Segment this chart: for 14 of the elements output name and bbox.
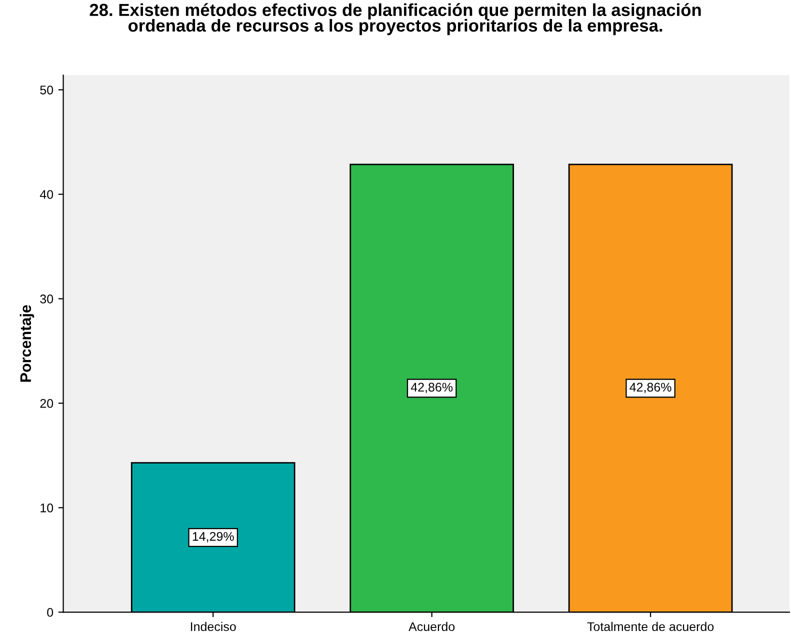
chart-title: 28. Existen métodos efectivos de planificación que permiten la asignación ordenada de recursos a los proyectos prioritarios de la empresa. — [90, 3, 701, 36]
x-tick-label: Acuerdo — [408, 622, 455, 632]
x-tick-label: Totalmente de acuerdo — [587, 622, 714, 632]
y-tick-label: 10 — [40, 503, 54, 512]
y-tick-label: 20 — [40, 399, 54, 408]
data-label: 42,86% — [630, 382, 672, 394]
data-label: 42,86% — [410, 382, 453, 394]
y-tick-label: 40 — [40, 190, 54, 199]
y-tick-label: 30 — [40, 294, 54, 304]
y-tick-label: 50 — [40, 86, 54, 94]
x-tick-label: Indeciso — [190, 622, 236, 632]
data-label: 14,29% — [192, 532, 234, 542]
y-axis-title: Porcentaje — [20, 305, 34, 382]
y-tick-label: 0 — [47, 608, 54, 617]
